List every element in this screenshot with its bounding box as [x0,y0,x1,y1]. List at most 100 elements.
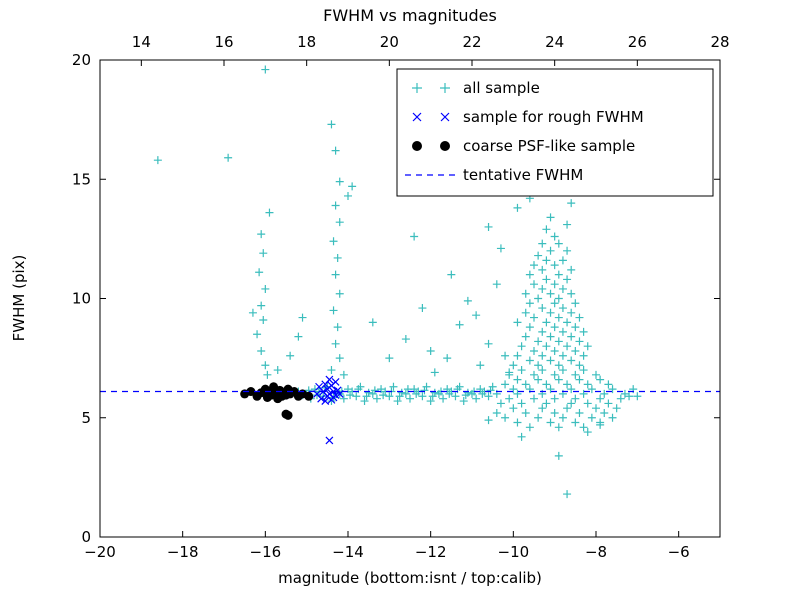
plus-marker [558,327,567,336]
plus-marker [554,423,563,432]
plus-marker [538,265,547,274]
x-marker [412,112,422,122]
plus-marker [447,270,456,279]
plus-marker [563,490,572,499]
plus-marker [550,408,559,417]
plus-marker [625,392,634,401]
x-marker [317,394,326,403]
plus-marker [542,380,551,389]
plus-marker [575,313,584,322]
plus-marker [428,392,437,401]
plus-marker [484,392,493,401]
plus-marker [451,392,460,401]
plus-marker [344,191,352,200]
plus-marker [331,146,340,155]
plus-marker [335,177,344,186]
plus-marker [546,418,555,427]
plus-marker [612,404,621,413]
plus-marker [538,366,547,375]
plus-marker [459,397,468,406]
plus-marker [571,346,580,355]
plus-marker [517,342,526,351]
plus-marker [257,346,266,355]
dot-marker [283,410,293,420]
plus-marker [257,230,266,239]
plus-marker [542,256,551,265]
plus-marker [463,296,472,305]
plus-marker [616,394,625,403]
plus-marker [397,388,406,397]
plus-marker [571,299,580,308]
x-axis-label: magnitude (bottom:isnt / top:calib) [278,569,542,587]
chart-title: FWHM vs magnitudes [323,6,497,25]
plus-marker [484,416,493,425]
plus-marker [546,356,555,365]
y-tick-label: 10 [72,290,91,308]
plus-marker [273,366,282,375]
plus-marker [563,220,572,229]
dot-marker [246,387,256,397]
plus-marker [339,370,348,379]
plus-marker [443,385,452,394]
plus-marker [461,391,470,400]
plus-marker [224,153,233,162]
plus-marker [333,323,342,332]
plus-marker [259,315,268,324]
plus-marker [563,342,572,351]
plus-marker [587,413,596,422]
plus-marker [538,327,547,336]
plus-marker [403,385,412,394]
plus-marker [587,385,596,394]
top-x-tick-label: 16 [214,33,233,51]
plus-marker [517,399,526,408]
plus-marker [439,394,448,403]
plus-marker [563,246,572,255]
plus-marker [484,222,493,231]
plus-marker [476,385,485,394]
plus-marker [604,399,613,408]
plus-marker [379,391,388,400]
plus-marker [486,386,495,395]
plus-marker [592,370,600,379]
plus-marker [546,385,555,394]
plus-marker [538,284,547,293]
plus-marker [554,361,563,370]
plus-marker [554,337,563,346]
plus-marker [406,394,414,403]
plus-marker [505,394,514,403]
plus-marker [534,361,543,370]
plus-marker [261,361,270,370]
plus-marker [534,375,543,384]
plus-marker [538,404,547,413]
plus-marker [530,394,538,403]
plus-marker [395,392,404,401]
plus-marker [521,308,530,317]
plus-marker [389,382,398,391]
plus-marker [513,389,522,398]
plus-marker [521,380,530,389]
x-tick-label: −10 [498,543,530,561]
plus-marker [546,213,555,222]
series-sample-for-rough-fwhm [313,375,344,445]
plus-marker [327,366,336,375]
plus-marker [542,275,551,284]
plus-marker [521,289,530,298]
plus-marker [554,270,563,279]
plus-marker [346,391,355,400]
plus-marker [329,306,338,315]
plus-marker [571,323,580,332]
plus-marker [525,270,534,279]
y-tick-label: 0 [81,528,91,546]
plus-marker [525,423,534,432]
legend-label: sample for rough FWHM [463,108,644,126]
x-tick-label: −20 [84,543,116,561]
plus-marker [604,380,613,389]
plus-marker [538,351,547,360]
plus-marker [583,342,592,351]
plus-marker [484,339,493,348]
plus-marker [583,428,592,437]
plus-marker [567,265,576,274]
plus-marker [583,380,592,389]
plus-marker [476,361,485,370]
